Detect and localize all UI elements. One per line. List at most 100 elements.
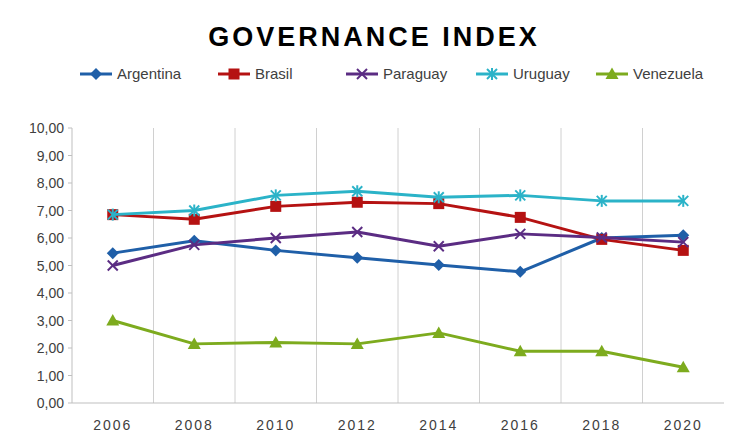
point (270, 201, 281, 212)
marker-shape (188, 337, 201, 349)
marker-shape (351, 337, 364, 349)
marker-shape (678, 237, 688, 247)
point (351, 252, 363, 264)
marker-shape (275, 189, 277, 201)
marker-shape (606, 68, 619, 80)
marker-shape (432, 326, 445, 338)
legend-item: Argentina (80, 65, 182, 82)
marker-shape (352, 227, 362, 237)
marker-shape (357, 69, 367, 79)
y-tick (68, 210, 72, 211)
point (434, 241, 444, 251)
marker-shape (357, 69, 367, 79)
point (108, 209, 118, 221)
y-tick (68, 403, 72, 404)
legend-item: Brasil (218, 65, 293, 82)
legend-marker (606, 68, 619, 80)
marker-shape (434, 192, 444, 202)
marker-shape (597, 232, 607, 242)
point (351, 337, 364, 349)
marker-shape (597, 196, 607, 206)
y-tick-label: 7,00 (37, 203, 64, 219)
point (514, 345, 527, 357)
marker-shape (270, 244, 282, 256)
y-tick (68, 183, 72, 184)
point (678, 195, 688, 207)
marker-shape (438, 191, 440, 203)
marker-shape (271, 233, 281, 243)
marker-shape (682, 195, 684, 207)
marker-shape (487, 69, 497, 79)
point (595, 345, 608, 357)
series-line (113, 232, 684, 266)
marker-shape (597, 196, 607, 206)
legend-item: Venezuela (596, 65, 704, 82)
marker-shape (271, 190, 281, 200)
legend-label: Argentina (117, 65, 182, 82)
legend-item: Uruguay (476, 65, 570, 82)
legend-label: Uruguay (513, 65, 570, 82)
point (189, 240, 199, 250)
legend-marker (487, 68, 497, 80)
marker-shape (515, 229, 525, 239)
point (269, 336, 282, 348)
point (596, 234, 607, 245)
grid-line (316, 128, 317, 403)
marker-shape (677, 361, 690, 373)
marker-shape (515, 190, 525, 200)
chart: GOVERNANCE INDEX0,001,002,003,004,005,00… (0, 0, 748, 448)
legend-label: Paraguay (383, 65, 448, 82)
grid-line (153, 128, 154, 403)
marker-shape (514, 345, 527, 357)
marker-shape (269, 336, 282, 348)
plot-area (106, 185, 690, 372)
marker-shape (515, 212, 526, 223)
y-tick-label: 10,00 (29, 120, 64, 136)
marker-shape (352, 186, 362, 196)
marker-shape (108, 210, 118, 220)
marker-shape (678, 196, 688, 206)
legend-label: Venezuela (633, 65, 704, 82)
marker-shape (106, 314, 119, 326)
legend-marker (229, 69, 240, 80)
marker-shape (514, 266, 526, 278)
point (108, 261, 118, 271)
y-tick (68, 348, 72, 349)
x-tick-label: 2014 (419, 417, 458, 433)
point (352, 197, 363, 208)
grid-line (642, 128, 643, 403)
y-tick (68, 375, 72, 376)
point (107, 247, 119, 259)
marker-shape (678, 196, 688, 206)
marker-shape (271, 190, 281, 200)
y-tick (68, 128, 72, 129)
marker-shape (678, 237, 688, 247)
legend-label: Brasil (255, 65, 293, 82)
marker-shape (515, 190, 525, 200)
marker-shape (108, 210, 118, 220)
point (434, 191, 444, 203)
marker-shape (597, 232, 607, 242)
y-tick-label: 8,00 (37, 175, 64, 191)
y-tick (68, 238, 72, 239)
grid-line (479, 128, 480, 403)
y-tick-label: 5,00 (37, 258, 64, 274)
point (514, 266, 526, 278)
marker-shape (229, 69, 240, 80)
grid-line (398, 128, 399, 403)
y-tick-label: 4,00 (37, 285, 64, 301)
grid-line (561, 128, 562, 403)
series-line (113, 321, 684, 368)
marker-shape (108, 261, 118, 271)
marker-shape (519, 189, 521, 201)
marker-shape (491, 68, 493, 80)
point (597, 195, 607, 207)
point (677, 229, 689, 241)
y-tick-label: 3,00 (37, 313, 64, 329)
marker-shape (193, 205, 195, 217)
marker-shape (356, 185, 358, 197)
marker-shape (352, 227, 362, 237)
marker-shape (351, 252, 363, 264)
marker-shape (270, 201, 281, 212)
y-tick (68, 293, 72, 294)
